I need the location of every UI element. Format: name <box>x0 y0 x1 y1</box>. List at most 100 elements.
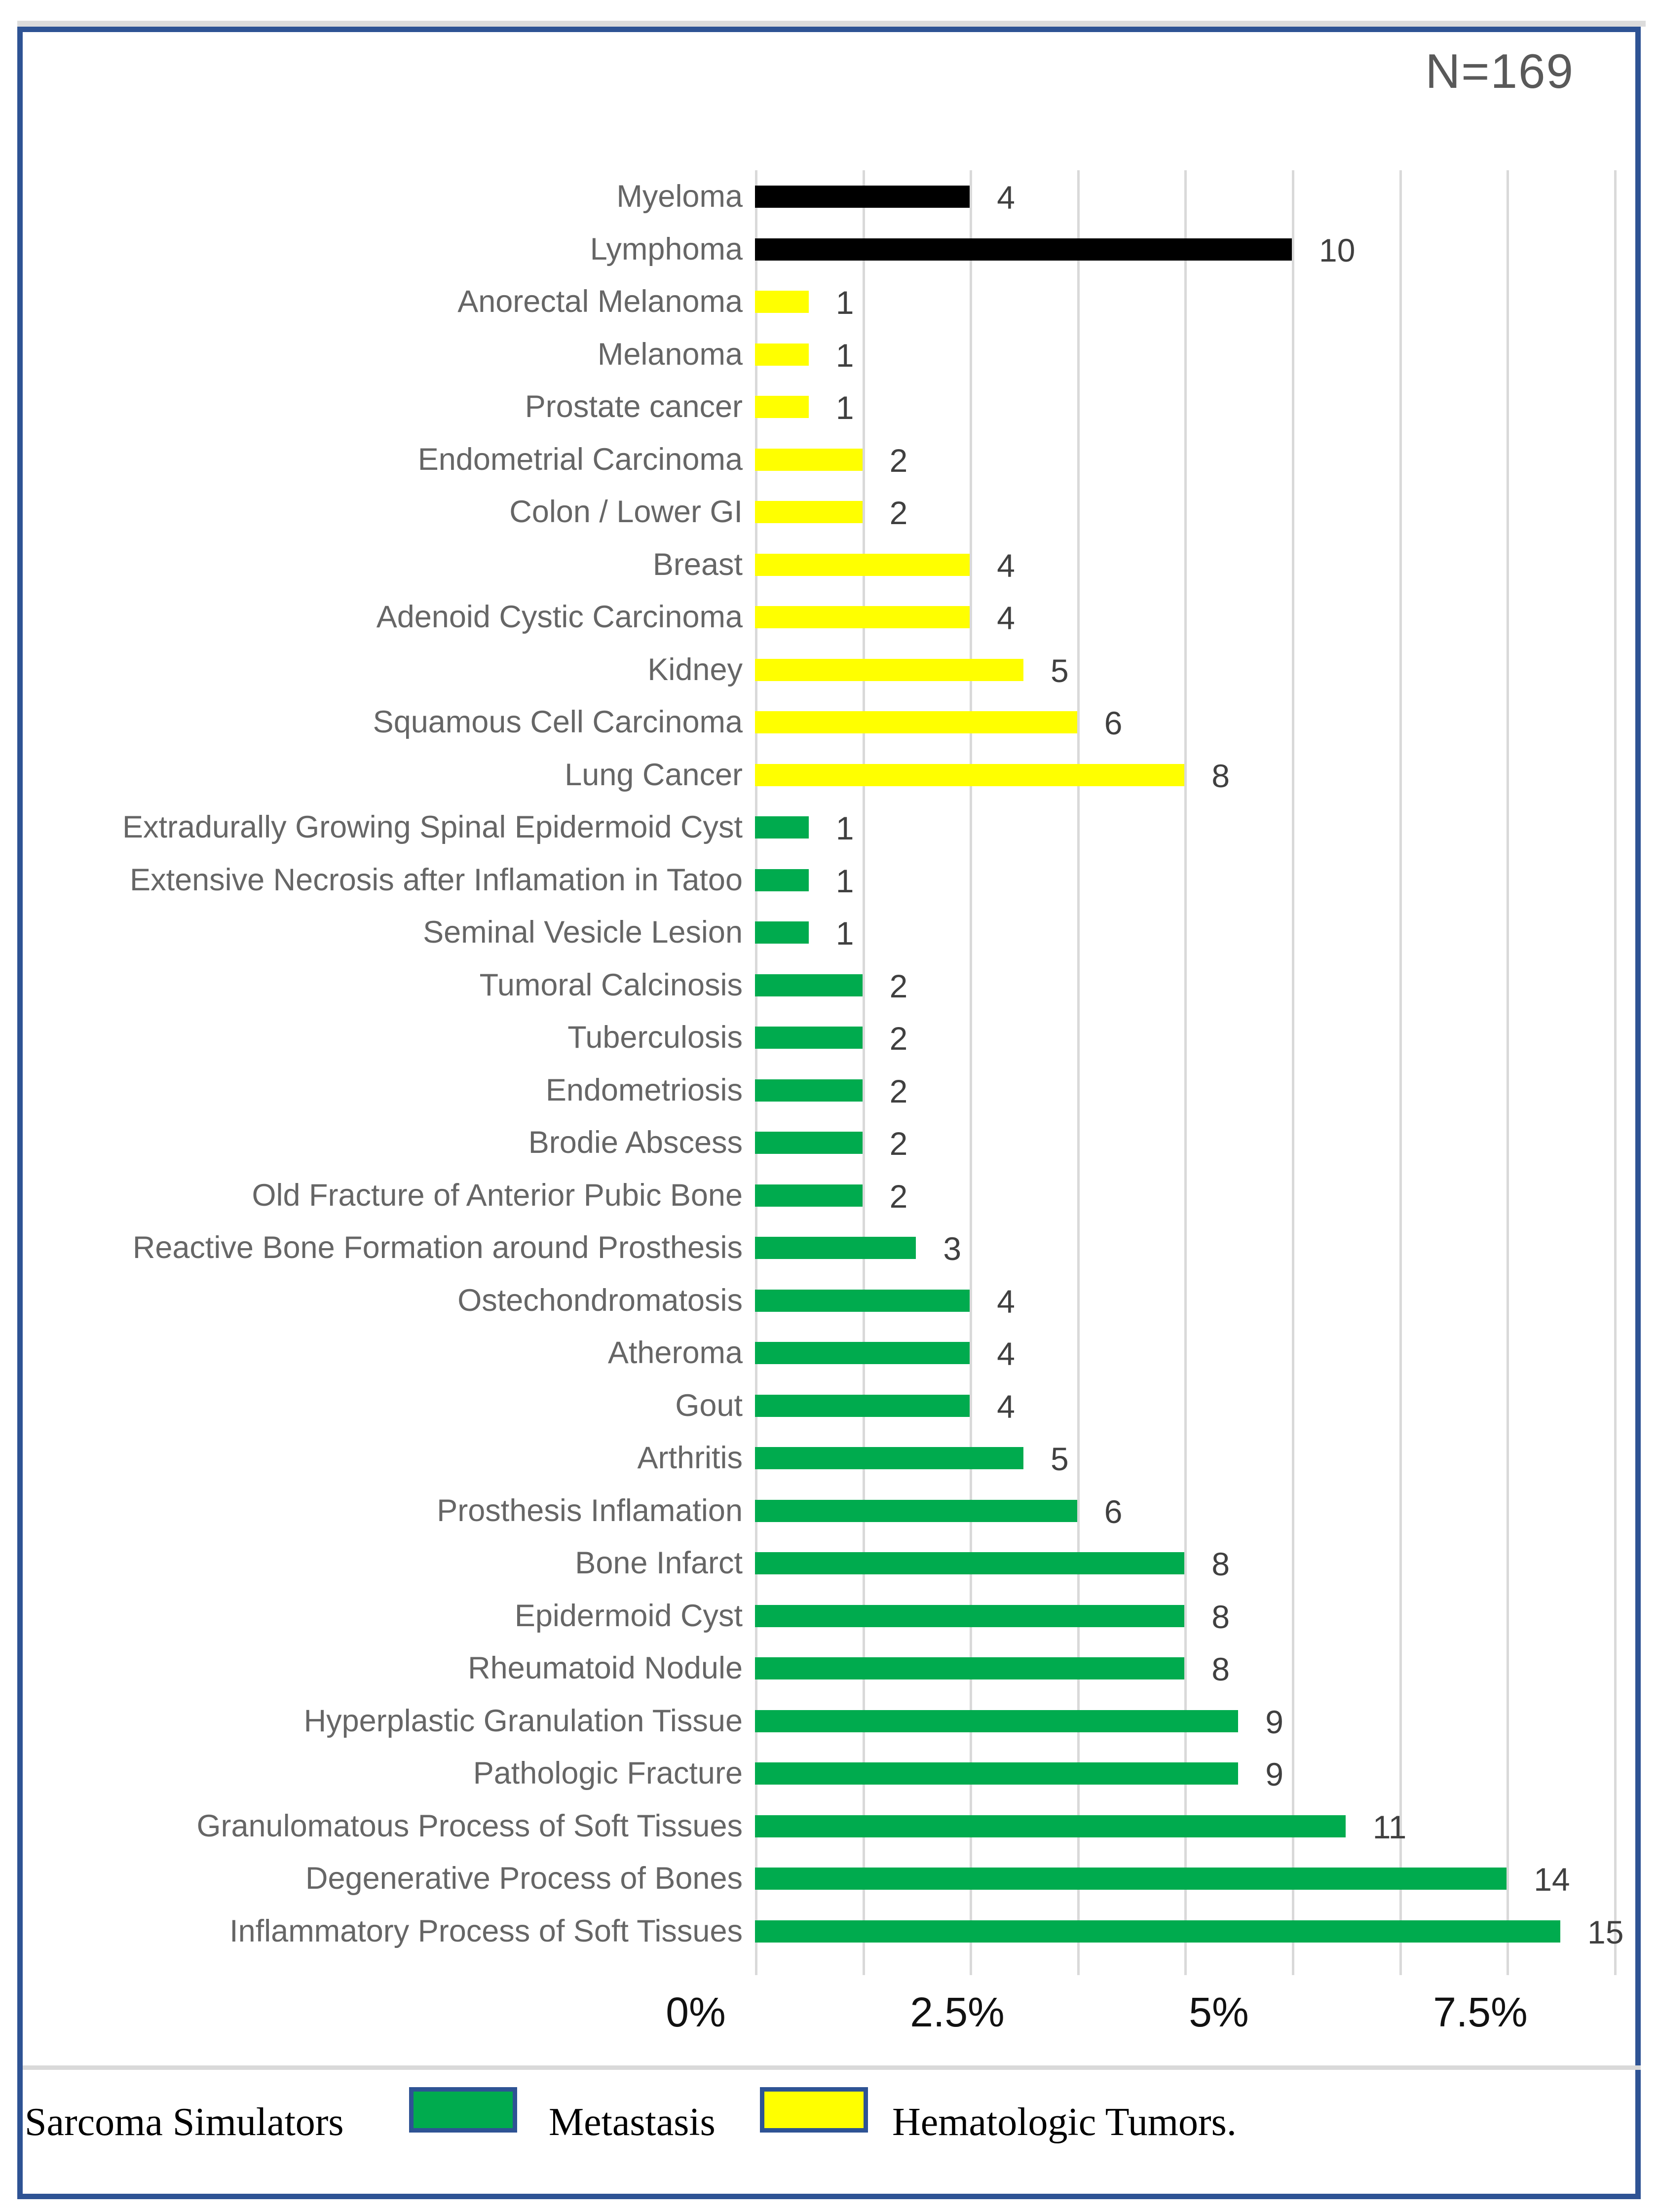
gridline <box>1399 170 1402 1975</box>
value-label: 8 <box>1211 1546 1230 1582</box>
category-label: Squamous Cell Carcinoma <box>373 705 743 739</box>
category-label: Old Fracture of Anterior Pubic Bone <box>252 1178 743 1213</box>
chart-row: Atheroma 4 <box>0 1327 1658 1379</box>
value-label: 2 <box>889 1020 908 1057</box>
value-label: 2 <box>889 1178 908 1215</box>
category-label: Seminal Vesicle Lesion <box>423 915 743 950</box>
bar <box>755 711 1077 733</box>
legend-label: Hematologic Tumors. <box>892 2100 1237 2144</box>
x-tick-label: 5% <box>1189 1989 1249 2035</box>
bar <box>755 1920 1560 1943</box>
gridline <box>1614 170 1617 1975</box>
bar <box>755 501 863 523</box>
value-label: 1 <box>835 915 854 952</box>
bar <box>755 186 970 208</box>
chart-row: Lymphoma 10 <box>0 223 1658 276</box>
category-label: Lymphoma <box>590 231 743 267</box>
bar <box>755 974 863 996</box>
value-label: 2 <box>889 495 908 531</box>
bar <box>755 606 970 628</box>
value-label: 2 <box>889 442 908 479</box>
category-label: Anorectal Melanoma <box>457 284 743 319</box>
value-label: 10 <box>1319 231 1356 268</box>
bar <box>755 1079 863 1102</box>
chart-row: Degenerative Process of Bones 14 <box>0 1852 1658 1905</box>
chart-row: Old Fracture of Anterior Pubic Bone 2 <box>0 1169 1658 1222</box>
chart-row: Inflammatory Process of Soft Tissues 15 <box>0 1905 1658 1958</box>
category-label: Pathologic Fracture <box>473 1756 743 1791</box>
category-label: Epidermoid Cyst <box>514 1598 743 1633</box>
bar <box>755 1237 916 1259</box>
category-label: Arthritis <box>637 1441 743 1475</box>
value-label: 8 <box>1211 1651 1230 1687</box>
bar <box>755 1447 1023 1469</box>
category-label: Prostate cancer <box>525 389 743 424</box>
value-label: 2 <box>889 1125 908 1162</box>
bar <box>755 1604 1185 1627</box>
value-label: 1 <box>835 810 854 846</box>
bar <box>755 1342 970 1364</box>
bar <box>755 1868 1507 1890</box>
bar <box>755 1027 863 1049</box>
category-label: Extensive Necrosis after Inflamation in … <box>130 862 743 897</box>
bar <box>755 1762 1239 1785</box>
category-label: Endometrial Carcinoma <box>417 442 743 477</box>
value-label: 5 <box>1051 652 1069 689</box>
chart-row: Extradurally Growing Spinal Epidermoid C… <box>0 801 1658 854</box>
category-label: Reactive Bone Formation around Prosthesi… <box>132 1230 743 1265</box>
gridline <box>862 170 865 1975</box>
legend-label: Sarcoma Simulators <box>25 2100 344 2144</box>
legend: Sarcoma Simulators Metastasis Hematologic … <box>0 2071 1658 2197</box>
value-label: 4 <box>997 1388 1015 1425</box>
category-label: Inflammatory Process of Soft Tissues <box>229 1913 743 1948</box>
value-label: 9 <box>1265 1756 1283 1792</box>
category-label: Tumoral Calcinosis <box>479 967 743 1002</box>
gridline <box>1292 170 1294 1975</box>
value-label: 6 <box>1104 1493 1123 1530</box>
category-label: Degenerative Process of Bones <box>305 1861 743 1896</box>
value-label: 4 <box>997 600 1015 636</box>
bar <box>755 448 863 471</box>
value-label: 3 <box>943 1230 962 1267</box>
gridline <box>1077 170 1080 1975</box>
category-label: Extradurally Growing Spinal Epidermoid C… <box>122 810 743 844</box>
gridline <box>970 170 973 1975</box>
chart-row: Rheumatoid Nodule 8 <box>0 1642 1658 1695</box>
bar <box>755 1394 970 1417</box>
value-label: 2 <box>889 967 908 1004</box>
chart-row: Bone Infarct 8 <box>0 1537 1658 1590</box>
chart-row: Melanoma 1 <box>0 328 1658 381</box>
chart-row: Reactive Bone Formation around Prosthesi… <box>0 1221 1658 1274</box>
value-label: 4 <box>997 1283 1015 1320</box>
chart-row: Brodie Abscess 2 <box>0 1116 1658 1169</box>
category-label: Bone Infarct <box>575 1546 743 1580</box>
value-label: 4 <box>997 547 1015 584</box>
value-label: 15 <box>1587 1913 1624 1950</box>
bar <box>755 291 809 313</box>
chart-row: Myeloma 4 <box>0 170 1658 223</box>
value-label: 14 <box>1534 1861 1570 1898</box>
legend-swatch <box>760 2087 868 2133</box>
chart-row: Kidney 5 <box>0 644 1658 696</box>
chart-row: Epidermoid Cyst 8 <box>0 1590 1658 1642</box>
sample-size-label: N=169 <box>1425 44 1574 98</box>
category-label: Breast <box>652 547 743 582</box>
category-label: Gout <box>675 1388 743 1423</box>
bar <box>755 869 809 891</box>
chart-row: Prostate cancer 1 <box>0 381 1658 433</box>
top-edge-shadow <box>17 21 1646 27</box>
bar <box>755 553 970 576</box>
category-label: Myeloma <box>616 179 743 214</box>
value-label: 4 <box>997 179 1015 216</box>
chart-row: Lung Cancer 8 <box>0 749 1658 801</box>
bar <box>755 1289 970 1312</box>
chart-row: Tumoral Calcinosis 2 <box>0 959 1658 1012</box>
chart-row: Arthritis 5 <box>0 1432 1658 1485</box>
bar <box>755 1499 1077 1522</box>
chart-row: Ostechondromatosis 4 <box>0 1274 1658 1327</box>
chart-row: Granulomatous Process of Soft Tissues 11 <box>0 1800 1658 1853</box>
chart-row: Endometrial Carcinoma 2 <box>0 433 1658 486</box>
bar <box>755 763 1185 786</box>
bar <box>755 396 809 418</box>
